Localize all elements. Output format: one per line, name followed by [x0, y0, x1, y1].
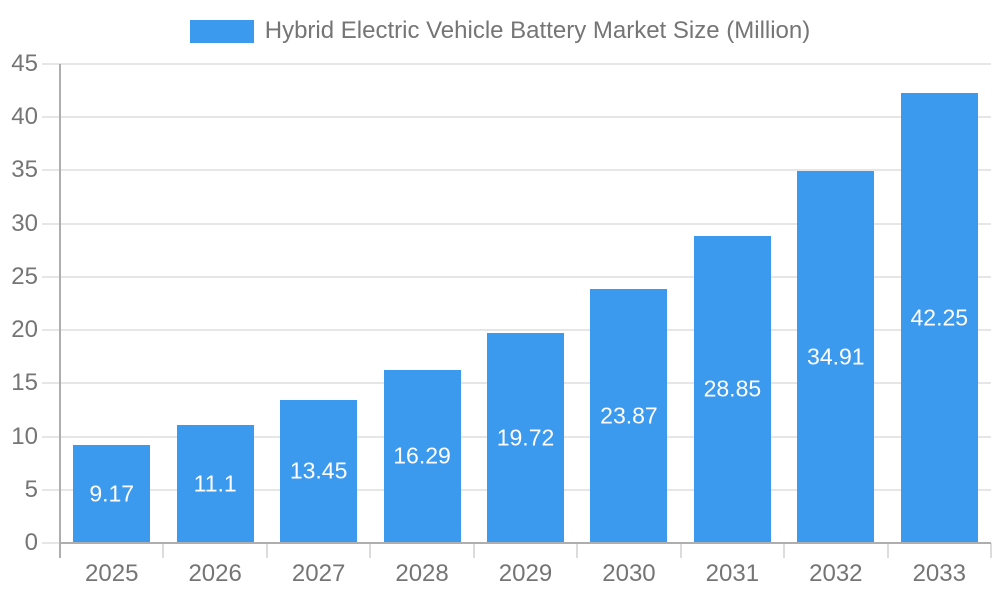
y-axis-tick [42, 222, 60, 225]
x-axis-tick-label: 2032 [809, 560, 863, 587]
y-axis-line [59, 64, 61, 558]
y-axis-tick-label: 40 [11, 103, 38, 131]
y-axis-tick [42, 63, 60, 65]
bar-value-label: 19.72 [496, 424, 555, 451]
gridline [60, 63, 991, 65]
x-axis-tick [162, 543, 165, 558]
legend-swatch [189, 19, 254, 43]
y-axis-tick-label: 0 [24, 529, 38, 556]
x-axis-line [59, 542, 991, 544]
bar-2027[interactable] [280, 399, 358, 543]
gridline [60, 222, 991, 225]
x-axis-tick [472, 543, 475, 558]
x-axis-tick [679, 543, 682, 558]
x-axis-tick-label: 2029 [498, 560, 553, 587]
x-axis-tick-label: 2028 [395, 560, 449, 587]
gridline [60, 169, 991, 172]
y-axis-tick [42, 329, 60, 332]
legend[interactable]: Hybrid Electric Vehicle Battery Market S… [0, 17, 1000, 45]
bar-2031[interactable] [693, 235, 771, 543]
bar-value-label: 42.25 [910, 304, 969, 331]
gridline [60, 329, 991, 332]
x-axis-tick-label: 2033 [912, 560, 966, 587]
x-axis-tick [576, 543, 579, 558]
x-axis-tick [369, 543, 372, 558]
x-axis-tick [783, 543, 786, 558]
gridline [60, 275, 991, 278]
bar-value-label: 34.91 [807, 343, 865, 370]
bar-2028[interactable] [383, 369, 461, 543]
y-axis-tick [42, 542, 60, 544]
x-axis-tick-label: 2026 [188, 560, 242, 587]
bar-2032[interactable] [797, 171, 875, 543]
x-axis-tick [886, 543, 889, 558]
y-axis-tick [42, 116, 60, 119]
bar-2033[interactable] [900, 93, 978, 543]
y-axis-tick-label: 35 [11, 156, 38, 184]
bar-value-label: 16.29 [393, 442, 451, 469]
y-axis-tick [42, 169, 60, 172]
bar-value-label: 28.85 [703, 375, 762, 402]
y-axis-tick [42, 275, 60, 278]
y-axis-tick-label: 15 [11, 369, 38, 397]
y-axis-tick [42, 382, 60, 385]
y-axis-tick-label: 25 [11, 262, 38, 290]
bar-2026[interactable] [176, 424, 254, 543]
y-axis-tick-label: 5 [24, 475, 38, 503]
bar-2029[interactable] [487, 333, 564, 543]
y-axis-tick-label: 30 [11, 209, 38, 237]
x-axis-tick [265, 543, 268, 558]
x-axis-tick-label: 2030 [602, 560, 656, 587]
bar-2030[interactable] [590, 288, 668, 543]
bar-value-label: 23.87 [600, 402, 658, 429]
bar-value-label: 9.17 [89, 480, 135, 507]
x-axis-tick [990, 543, 992, 558]
legend-label: Hybrid Electric Vehicle Battery Market S… [264, 17, 811, 44]
y-axis-tick-label: 45 [11, 50, 38, 77]
bar-value-label: 11.1 [193, 470, 237, 497]
x-axis-tick-label: 2025 [85, 560, 139, 587]
bar-2025[interactable] [73, 445, 151, 543]
y-axis-tick-label: 20 [11, 316, 38, 344]
y-axis-tick [42, 435, 60, 438]
gridline [60, 116, 991, 119]
bar-value-label: 13.45 [289, 457, 348, 484]
x-axis-tick-label: 2031 [705, 560, 760, 587]
y-axis-tick [42, 488, 60, 491]
x-axis-tick-label: 2027 [291, 560, 346, 587]
y-axis-tick-label: 10 [11, 422, 38, 450]
